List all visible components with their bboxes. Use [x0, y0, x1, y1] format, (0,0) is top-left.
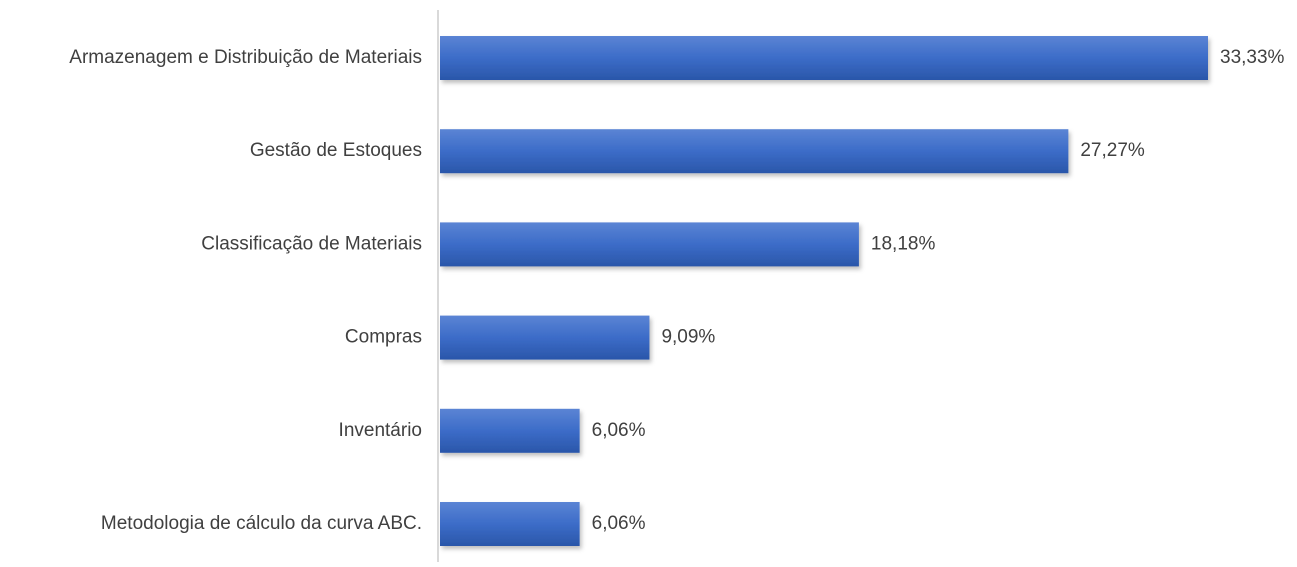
bar-compras [440, 315, 650, 360]
category-label-inventario: Inventário [339, 420, 422, 441]
category-label-classificacao-de-materiais: Classificação de Materiais [201, 233, 422, 254]
category-label-armazenagem-e-distribuicao-de-materiais: Armazenagem e Distribuição de Materiais [69, 47, 422, 68]
value-label-metodologia-de-calculo-da-curva-abc: 6,06% [592, 513, 646, 534]
value-label-compras: 9,09% [661, 327, 715, 348]
bar-inventario [440, 408, 580, 453]
value-label-inventario: 6,06% [592, 420, 646, 441]
value-labels-layer: 33,33% 27,27% 18,18% 9,09% 6,06% 6,06% [592, 47, 1285, 534]
bars-layer [440, 36, 1208, 546]
bar-gestao-de-estoques [440, 129, 1069, 174]
category-label-gestao-de-estoques: Gestão de Estoques [250, 140, 422, 161]
bar-classificacao-de-materiais [440, 222, 859, 267]
bar-armazenagem-e-distribuicao-de-materiais [440, 36, 1208, 80]
category-label-compras: Compras [345, 327, 422, 348]
value-label-gestao-de-estoques: 27,27% [1080, 140, 1145, 161]
bar-metodologia-de-calculo-da-curva-abc [440, 502, 580, 546]
category-label-metodologia-de-calculo-da-curva-abc: Metodologia de cálculo da curva ABC. [101, 513, 422, 534]
value-label-armazenagem-e-distribuicao-de-materiais: 33,33% [1220, 47, 1285, 68]
category-labels-layer: Armazenagem e Distribuição de Materiais G… [69, 47, 422, 534]
value-label-classificacao-de-materiais: 18,18% [871, 233, 936, 254]
